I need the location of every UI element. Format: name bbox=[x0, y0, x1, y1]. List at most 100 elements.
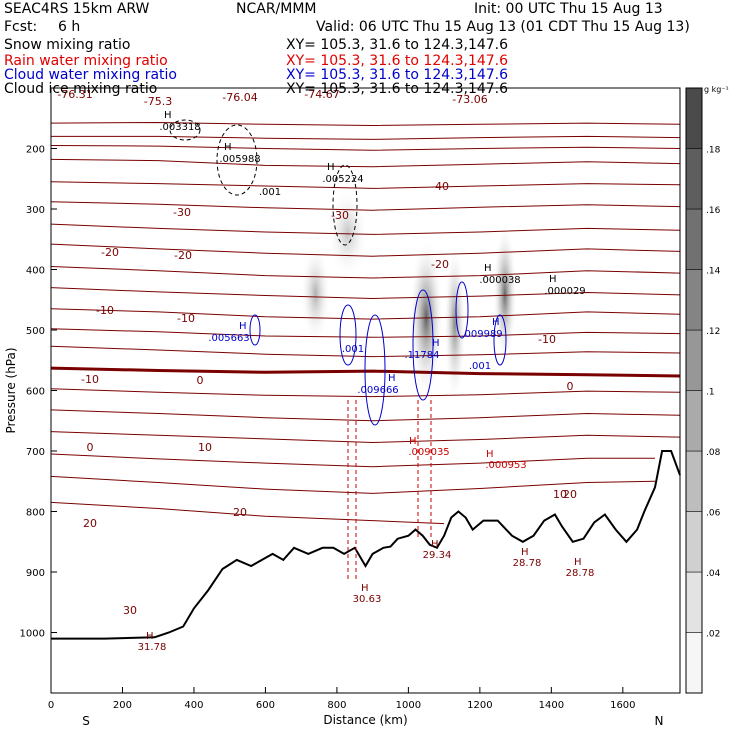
y-tick-label: 400 bbox=[26, 266, 45, 277]
cloudwater-max-marker: H bbox=[239, 321, 247, 332]
temperature-label: -75.3 bbox=[144, 95, 172, 108]
x-tick-label: 200 bbox=[113, 700, 132, 711]
temp-max-marker: H bbox=[574, 557, 582, 568]
north-label: N bbox=[655, 714, 664, 728]
temperature-label: 20 bbox=[233, 506, 247, 519]
snow-contour bbox=[216, 124, 258, 196]
snow-max-marker: H bbox=[224, 142, 232, 153]
temp-max-label: 28.78 bbox=[513, 558, 542, 569]
y-tick-label: 300 bbox=[26, 205, 45, 216]
ice-shaded-cell bbox=[443, 243, 466, 404]
isotherm-line bbox=[50, 475, 656, 494]
ice-shaded-cell bbox=[492, 223, 517, 364]
colorbar-cell bbox=[685, 511, 703, 573]
temp-max-marker: H bbox=[431, 539, 439, 550]
axes: 0 200 400 600 800 1000 1200 1400 160020030040050… bbox=[4, 145, 663, 729]
field-cloudice-name: Cloud ice mixing ratio bbox=[4, 81, 158, 97]
temperature-label: -30 bbox=[173, 206, 191, 219]
x-tick-label: 600 bbox=[256, 700, 275, 711]
temperature-label: -10 bbox=[538, 333, 556, 346]
colorbar-cell bbox=[685, 148, 703, 210]
colorbar-tick-label: .04 bbox=[706, 569, 721, 579]
isotherm-line bbox=[50, 223, 681, 235]
temp-max-label: 30.63 bbox=[353, 594, 382, 605]
isotherm-line bbox=[50, 453, 655, 468]
isotherm-line bbox=[50, 366, 681, 378]
colorbar-cell bbox=[685, 269, 703, 331]
colorbar-cell bbox=[685, 632, 703, 694]
rain-max-label: .009035 bbox=[408, 447, 449, 458]
temperature-label: 0 bbox=[567, 380, 574, 393]
colorbar-tick-label: .08 bbox=[706, 448, 721, 458]
temperature-label: -20 bbox=[431, 258, 449, 271]
field-cloudice-xy: XY= 105.3, 31.6 to 124.3,147.6 bbox=[286, 81, 509, 97]
cloudwater-contour bbox=[493, 314, 507, 366]
rain-max-label: .000953 bbox=[485, 460, 526, 471]
temp-max-marker: H bbox=[146, 631, 154, 642]
y-tick-label: 800 bbox=[26, 508, 45, 519]
temperature-label: -76.31 bbox=[57, 88, 92, 101]
isotherm-line bbox=[50, 243, 681, 257]
y-tick-label: 200 bbox=[26, 145, 45, 156]
isotherm-line bbox=[50, 328, 681, 338]
isotherm-line bbox=[50, 345, 681, 358]
cloudwater-contour bbox=[455, 281, 469, 339]
isotherm-line bbox=[51, 135, 681, 140]
rain-max-marker: H bbox=[409, 436, 417, 447]
temperature-label: -30 bbox=[331, 209, 349, 222]
cloudwater-max-label: .009666 bbox=[357, 385, 398, 396]
cloudwater-contour bbox=[364, 314, 386, 426]
forecast-label: Fcst: bbox=[4, 19, 38, 35]
temperature-label: 20 bbox=[563, 488, 577, 501]
y-tick-label: 1000 bbox=[20, 629, 45, 640]
south-label: S bbox=[82, 714, 90, 728]
x-tick-label: 1000 bbox=[396, 700, 421, 711]
cloudwater-max-marker: H bbox=[432, 338, 440, 349]
field-rain-xy: XY= 105.3, 31.6 to 124.3,147.6 bbox=[286, 53, 509, 69]
model-title: SEAC4RS 15km ARW bbox=[4, 1, 150, 17]
colorbar-cell bbox=[685, 390, 703, 452]
cloudwater-max-label: .009989 bbox=[461, 329, 502, 340]
colorbar-tick-label: .02 bbox=[706, 630, 720, 640]
y-axis-label: Pressure (hPa) bbox=[4, 347, 18, 433]
snow-max-label: .001 bbox=[259, 187, 281, 198]
colorbar-cell bbox=[685, 450, 703, 512]
snow-contour bbox=[169, 119, 201, 141]
colorbar-cell bbox=[685, 571, 703, 633]
colorbar-tick-label: .06 bbox=[706, 509, 721, 519]
isotherm-line bbox=[50, 158, 681, 168]
isotherm-line bbox=[50, 501, 445, 525]
x-tick-label: 1400 bbox=[539, 700, 564, 711]
cloudwater-max-label: .11784 bbox=[405, 350, 440, 361]
snow-max-marker: H bbox=[484, 263, 492, 274]
cloudwater-contour bbox=[412, 289, 434, 401]
temperature-label: -10 bbox=[96, 304, 114, 317]
temperature-label: 10 bbox=[553, 488, 567, 501]
init-time: Init: 00 UTC Thu 15 Aug 13 bbox=[474, 1, 663, 17]
temperature-label: 10 bbox=[198, 441, 212, 454]
isotherm-line bbox=[50, 388, 681, 398]
colorbar-cell bbox=[685, 329, 703, 391]
ice-shaded-cell bbox=[300, 243, 331, 344]
temp-max-label: 28.78 bbox=[566, 568, 595, 579]
y-tick-label: 700 bbox=[26, 447, 45, 458]
temperature-label: -40 bbox=[431, 180, 449, 193]
isotherm-line bbox=[50, 121, 681, 127]
snow-max-label: .000038 bbox=[479, 275, 520, 286]
forecast-hour: 6 h bbox=[58, 19, 81, 35]
cloudwater-max-label: .001 bbox=[342, 344, 364, 355]
snow-max-marker: H bbox=[327, 162, 335, 173]
temperature-label: -73.06 bbox=[452, 93, 487, 106]
colorbar-cell bbox=[685, 208, 703, 270]
temperature-label: 0 bbox=[87, 441, 94, 454]
temperature-label: 20 bbox=[83, 517, 97, 530]
temperature-label: -20 bbox=[101, 246, 119, 259]
cloudwater-max-label: .005663 bbox=[208, 333, 249, 344]
temp-max-label: 31.78 bbox=[138, 642, 167, 653]
cloudwater-contour bbox=[249, 314, 261, 346]
isotherm-line bbox=[50, 145, 681, 151]
isotherm-line bbox=[50, 431, 681, 444]
colorbar-tick-label: .16 bbox=[706, 206, 721, 216]
x-tick-label: 0 bbox=[48, 700, 54, 711]
